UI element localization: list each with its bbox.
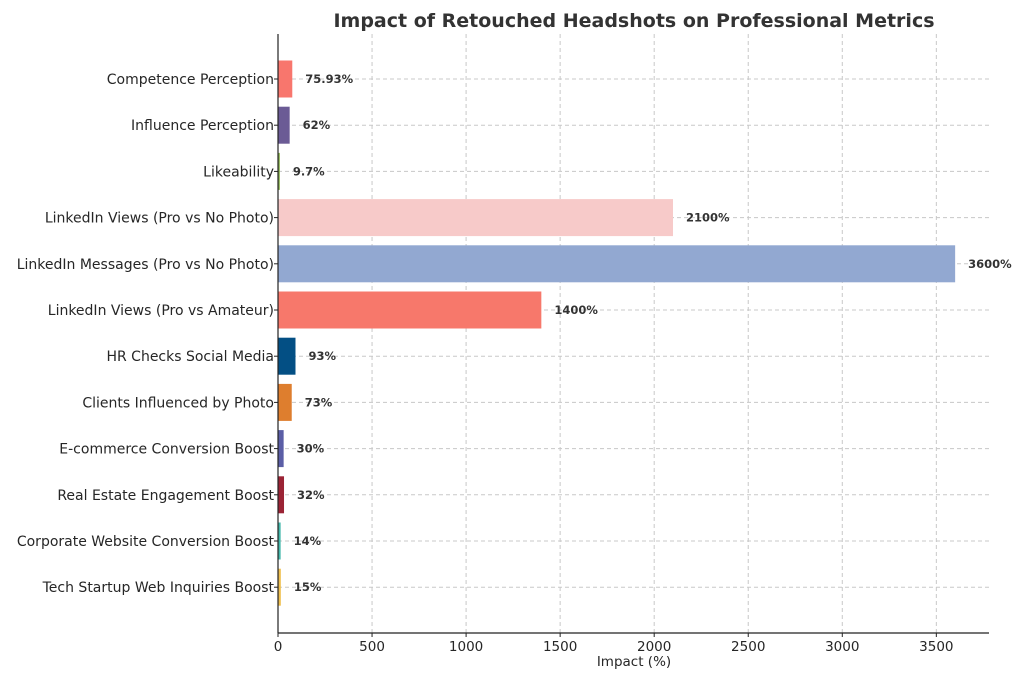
data-label: 30% (297, 442, 325, 456)
bar (278, 60, 293, 98)
data-label: 32% (297, 488, 325, 502)
bar (278, 430, 284, 468)
data-label: 1400% (554, 303, 598, 317)
y-tick-label: LinkedIn Messages (Pro vs No Photo) (17, 257, 274, 273)
data-label: 15% (294, 580, 322, 594)
grid (278, 34, 989, 633)
x-axis: 0 500 1000 1500 2000 2500 3000 3500 (274, 632, 989, 655)
y-tick-label: Influence Perception (131, 118, 274, 134)
x-axis-label: Impact (%) (597, 654, 671, 670)
y-tick-label: Tech Startup Web Inquiries Boost (42, 580, 275, 596)
bar (278, 337, 296, 375)
x-tick-label: 500 (359, 639, 385, 655)
data-label: 93% (308, 349, 336, 363)
data-labels: 75.93% 62% 9.7% 2100% 3600% 1400% 93% 73% 30% 32%… (293, 72, 1012, 594)
y-axis: Competence Perception Influence Perceptio… (17, 34, 279, 633)
y-tick-label: Competence Perception (107, 72, 274, 88)
x-tick-label: 3000 (825, 639, 859, 655)
chart-title: Impact of Retouched Headshots on Profess… (333, 10, 934, 32)
bar (278, 383, 292, 421)
bar (278, 245, 956, 283)
data-label: 62% (303, 118, 331, 132)
y-tick-label: LinkedIn Views (Pro vs No Photo) (45, 211, 274, 227)
y-tick-label: HR Checks Social Media (106, 349, 274, 365)
bar (278, 568, 281, 606)
y-tick-label: Corporate Website Conversion Boost (17, 534, 275, 550)
data-label: 3600% (968, 257, 1012, 271)
y-tick-label: LinkedIn Views (Pro vs Amateur) (48, 303, 274, 319)
data-label: 2100% (686, 211, 730, 225)
y-tick-label: Likeability (203, 164, 274, 180)
bars (278, 60, 956, 606)
x-tick-label: 1500 (543, 639, 577, 655)
y-tick-label: Real Estate Engagement Boost (57, 488, 274, 504)
data-label: 75.93% (305, 72, 353, 86)
bar (278, 199, 673, 237)
y-tick-label: Clients Influenced by Photo (82, 395, 274, 411)
data-label: 9.7% (293, 164, 325, 178)
x-tick-label: 1000 (449, 639, 483, 655)
bar (278, 476, 285, 514)
y-tick-label: E-commerce Conversion Boost (59, 442, 274, 458)
data-label: 14% (294, 534, 322, 548)
bar (278, 291, 542, 329)
bar (278, 152, 280, 190)
x-tick-label: 2000 (637, 639, 671, 655)
x-tick-label: 2500 (731, 639, 765, 655)
data-label: 73% (305, 395, 333, 409)
x-tick-label: 0 (274, 639, 283, 655)
x-tick-label: 3500 (919, 639, 953, 655)
bar (278, 522, 281, 560)
bar (278, 106, 290, 144)
